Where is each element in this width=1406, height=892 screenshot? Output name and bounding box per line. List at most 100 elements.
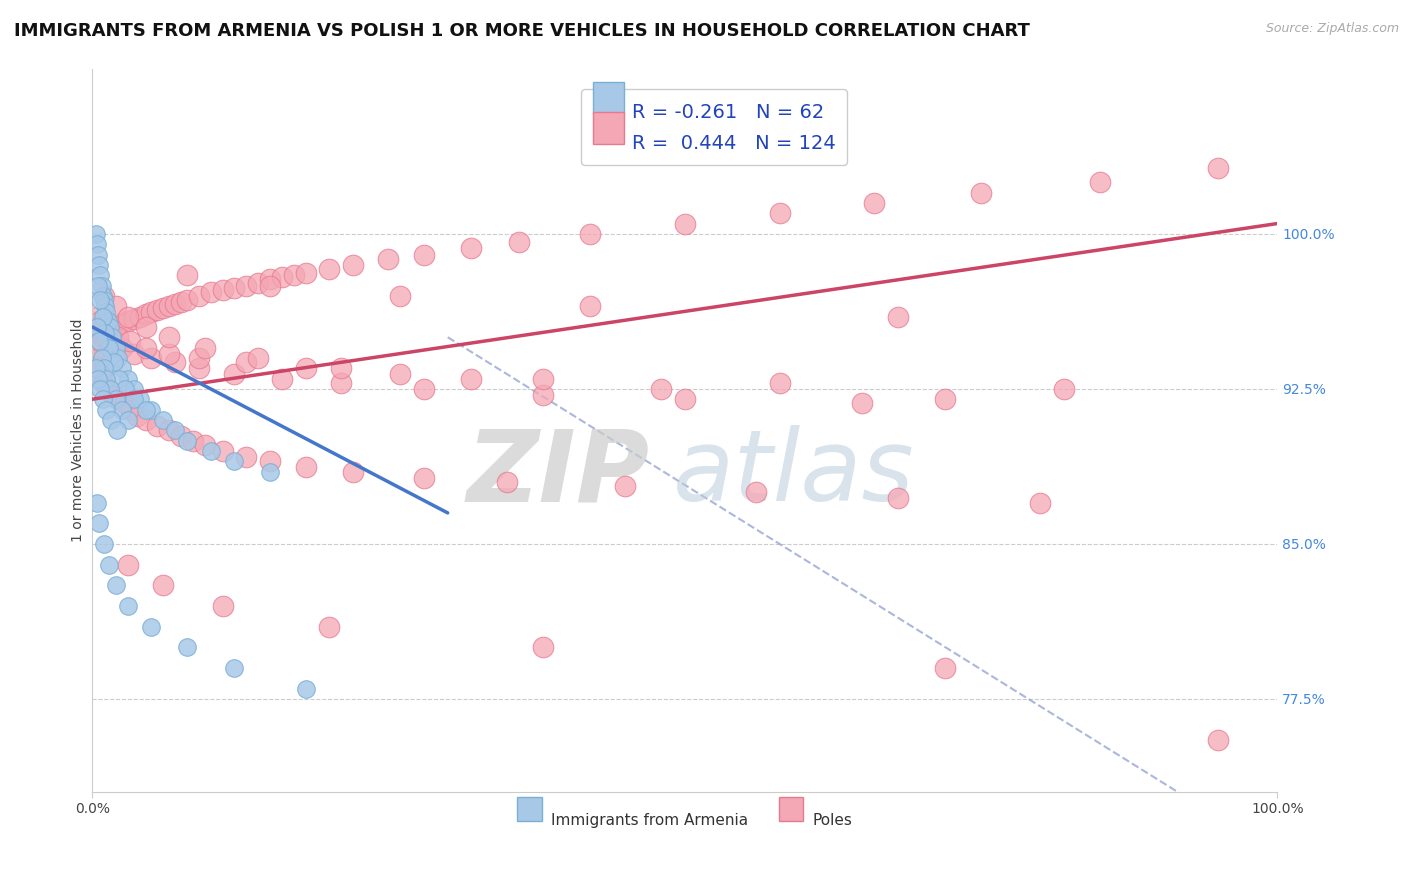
Point [650, 382, 672, 396]
Point [89, 368, 111, 382]
Point [187, 351, 209, 365]
Point [84, 351, 107, 365]
Text: ZIP: ZIP [467, 425, 650, 522]
Point [887, 310, 910, 324]
Point [111, 341, 134, 355]
Point [97, 558, 120, 572]
Point [1053, 382, 1076, 396]
Point [294, 361, 316, 376]
Point [165, 297, 187, 311]
Point [1206, 733, 1229, 747]
Point [259, 272, 281, 286]
Point [673, 217, 696, 231]
Point [97, 314, 120, 328]
Point [176, 640, 198, 655]
Point [104, 578, 127, 592]
Point [89, 334, 111, 349]
Point [294, 681, 316, 696]
Point [887, 491, 910, 506]
Point [247, 351, 270, 365]
Point [104, 299, 127, 313]
Point [122, 392, 145, 407]
Point [141, 351, 163, 365]
Point [970, 186, 993, 200]
Point [84, 227, 107, 241]
Point [111, 316, 134, 330]
Point [194, 438, 217, 452]
Point [120, 334, 142, 349]
Point [89, 268, 111, 283]
Point [934, 661, 956, 675]
Point [146, 303, 169, 318]
Point [934, 392, 956, 407]
Point [194, 341, 217, 355]
Point [1088, 175, 1111, 189]
Point [146, 419, 169, 434]
Point [157, 330, 180, 344]
Point [200, 285, 222, 299]
Point [157, 347, 180, 361]
Text: atlas: atlas [673, 425, 914, 522]
Point [93, 289, 115, 303]
Point [108, 371, 131, 385]
Point [134, 341, 156, 355]
Point [90, 371, 112, 385]
Point [89, 314, 111, 328]
Point [103, 319, 125, 334]
Point [107, 351, 129, 365]
Point [851, 396, 873, 410]
Point [270, 371, 292, 385]
Point [157, 299, 180, 313]
Point [579, 299, 602, 313]
Point [165, 355, 187, 369]
Point [117, 310, 139, 324]
Point [270, 270, 292, 285]
Point [87, 247, 110, 261]
Point [413, 247, 436, 261]
Point [318, 619, 340, 633]
Point [181, 434, 204, 448]
Point [165, 423, 187, 437]
Point [93, 293, 115, 307]
Point [128, 392, 150, 407]
Point [87, 371, 110, 385]
Point [91, 392, 114, 407]
Point [96, 402, 118, 417]
Point [117, 314, 139, 328]
Point [235, 355, 257, 369]
Point [89, 516, 111, 531]
Point [98, 382, 121, 396]
Point [531, 388, 554, 402]
Point [91, 330, 114, 344]
Point [460, 241, 482, 255]
Point [283, 268, 305, 283]
Point [94, 299, 117, 313]
Point [114, 382, 136, 396]
Point [211, 283, 233, 297]
Point [531, 371, 554, 385]
Point [128, 310, 150, 324]
Y-axis label: 1 or more Vehicles in Household: 1 or more Vehicles in Household [72, 318, 86, 542]
Point [87, 278, 110, 293]
Point [389, 368, 412, 382]
Text: IMMIGRANTS FROM ARMENIA VS POLISH 1 OR MORE VEHICLES IN HOUSEHOLD CORRELATION CH: IMMIGRANTS FROM ARMENIA VS POLISH 1 OR M… [14, 22, 1031, 40]
Point [86, 361, 108, 376]
Legend: Immigrants from Armenia, Poles: Immigrants from Armenia, Poles [512, 805, 858, 835]
Point [259, 454, 281, 468]
Point [134, 308, 156, 322]
Point [87, 341, 110, 355]
Point [96, 305, 118, 319]
Point [673, 392, 696, 407]
Point [187, 361, 209, 376]
Point [98, 319, 121, 334]
Point [89, 258, 111, 272]
Point [211, 444, 233, 458]
Point [84, 361, 107, 376]
Point [342, 465, 364, 479]
Point [87, 319, 110, 334]
Point [413, 382, 436, 396]
Point [342, 258, 364, 272]
Point [134, 319, 156, 334]
Point [117, 413, 139, 427]
Point [120, 402, 142, 417]
